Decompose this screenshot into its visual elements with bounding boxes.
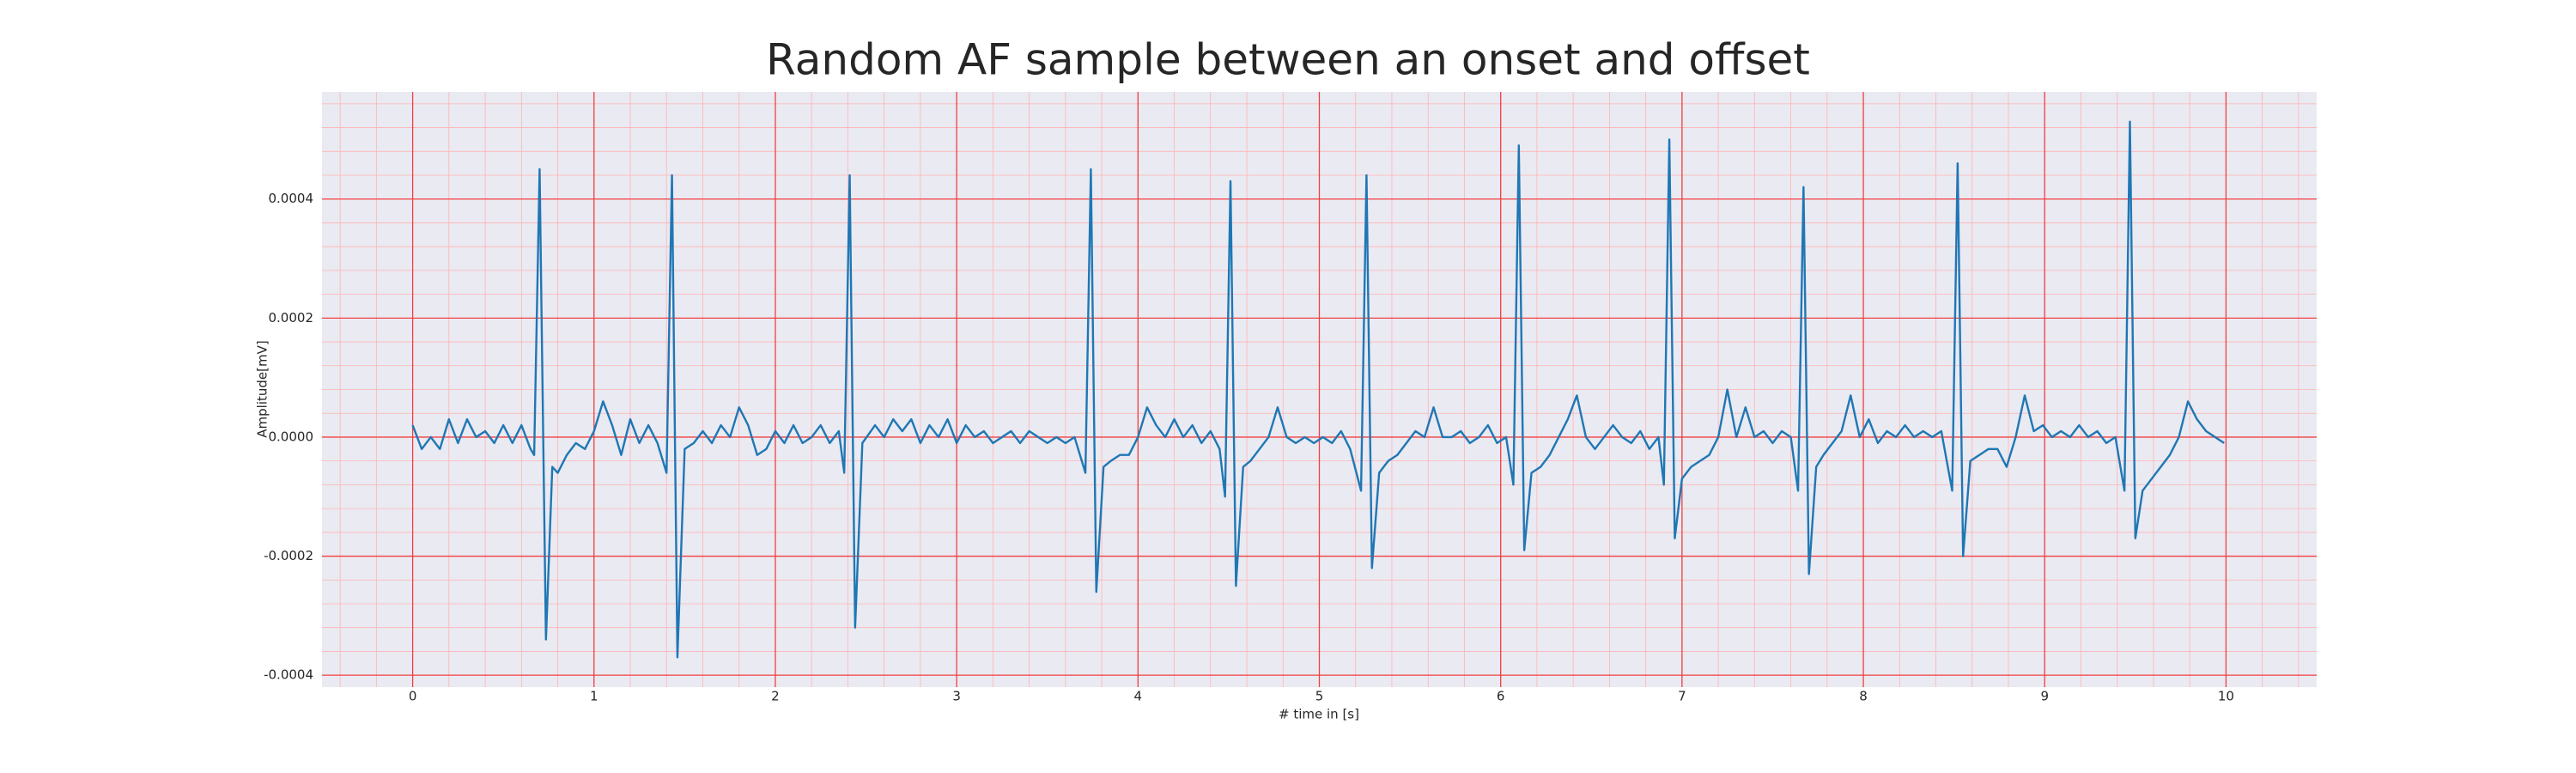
x-tick-label: 7 xyxy=(1678,689,1686,704)
x-tick-label: 2 xyxy=(771,689,780,704)
y-tick-label: -0.0002 xyxy=(264,548,313,563)
x-tick-label: 1 xyxy=(590,689,598,704)
x-tick-label: 6 xyxy=(1497,689,1505,704)
x-axis-label: # time in [s] xyxy=(1279,707,1359,722)
y-axis-label: Amplitude[mV] xyxy=(255,340,270,437)
ecg-line xyxy=(411,120,2225,659)
y-tick-label: -0.0004 xyxy=(264,667,313,683)
x-tick-label: 8 xyxy=(1859,689,1868,704)
x-tick-label: 0 xyxy=(409,689,417,704)
y-tick-label: 0.0004 xyxy=(269,191,314,206)
x-tick-label: 5 xyxy=(1315,689,1324,704)
x-tick-label: 3 xyxy=(952,689,961,704)
x-tick-label: 10 xyxy=(2218,689,2234,704)
x-tick-label: 9 xyxy=(2040,689,2049,704)
chart-title: Random AF sample between an onset and of… xyxy=(766,35,1810,85)
y-tick-label: 0.0002 xyxy=(269,310,314,326)
x-tick-label: 4 xyxy=(1134,689,1143,704)
y-tick-label: 0.0000 xyxy=(269,429,314,444)
